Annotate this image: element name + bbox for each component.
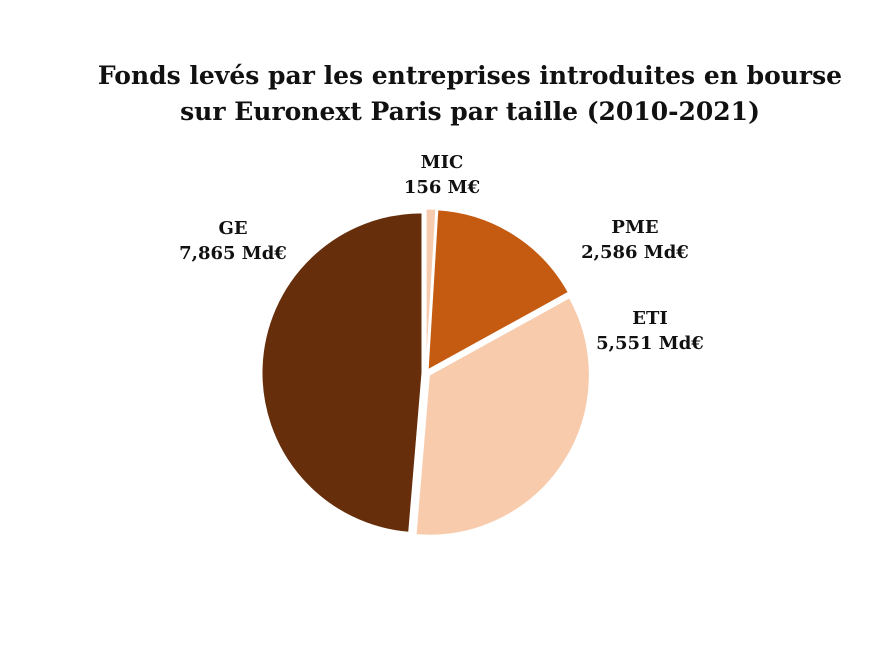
data-label-ge: GE 7,865 Md€	[168, 216, 298, 266]
data-label-pme-name: PME	[611, 217, 659, 238]
data-label-ge-name: GE	[218, 218, 248, 239]
data-label-mic-value: 156 M€	[403, 177, 481, 198]
data-label-mic-name: MIC	[420, 152, 464, 173]
data-label-ge-value: 7,865 Md€	[179, 243, 287, 264]
data-label-pme: PME 2,586 Md€	[570, 215, 700, 265]
pie-slice-eti	[415, 297, 590, 536]
chart-title-line-2: sur Euronext Paris par taille (2010-2021…	[180, 97, 760, 126]
data-label-eti: ETI 5,551 Md€	[585, 306, 715, 356]
pie-slice-pme	[427, 209, 569, 371]
data-label-eti-value: 5,551 Md€	[596, 333, 704, 354]
data-label-eti-name: ETI	[632, 308, 668, 329]
data-label-mic: MIC 156 M€	[390, 150, 494, 200]
data-label-pme-value: 2,586 Md€	[581, 242, 689, 263]
chart-title: Fonds levés par les entreprises introdui…	[80, 58, 860, 130]
pie-slice-mic	[425, 208, 437, 370]
chart-title-line-1: Fonds levés par les entreprises introdui…	[97, 61, 843, 90]
pie-slice-ge	[261, 212, 423, 533]
